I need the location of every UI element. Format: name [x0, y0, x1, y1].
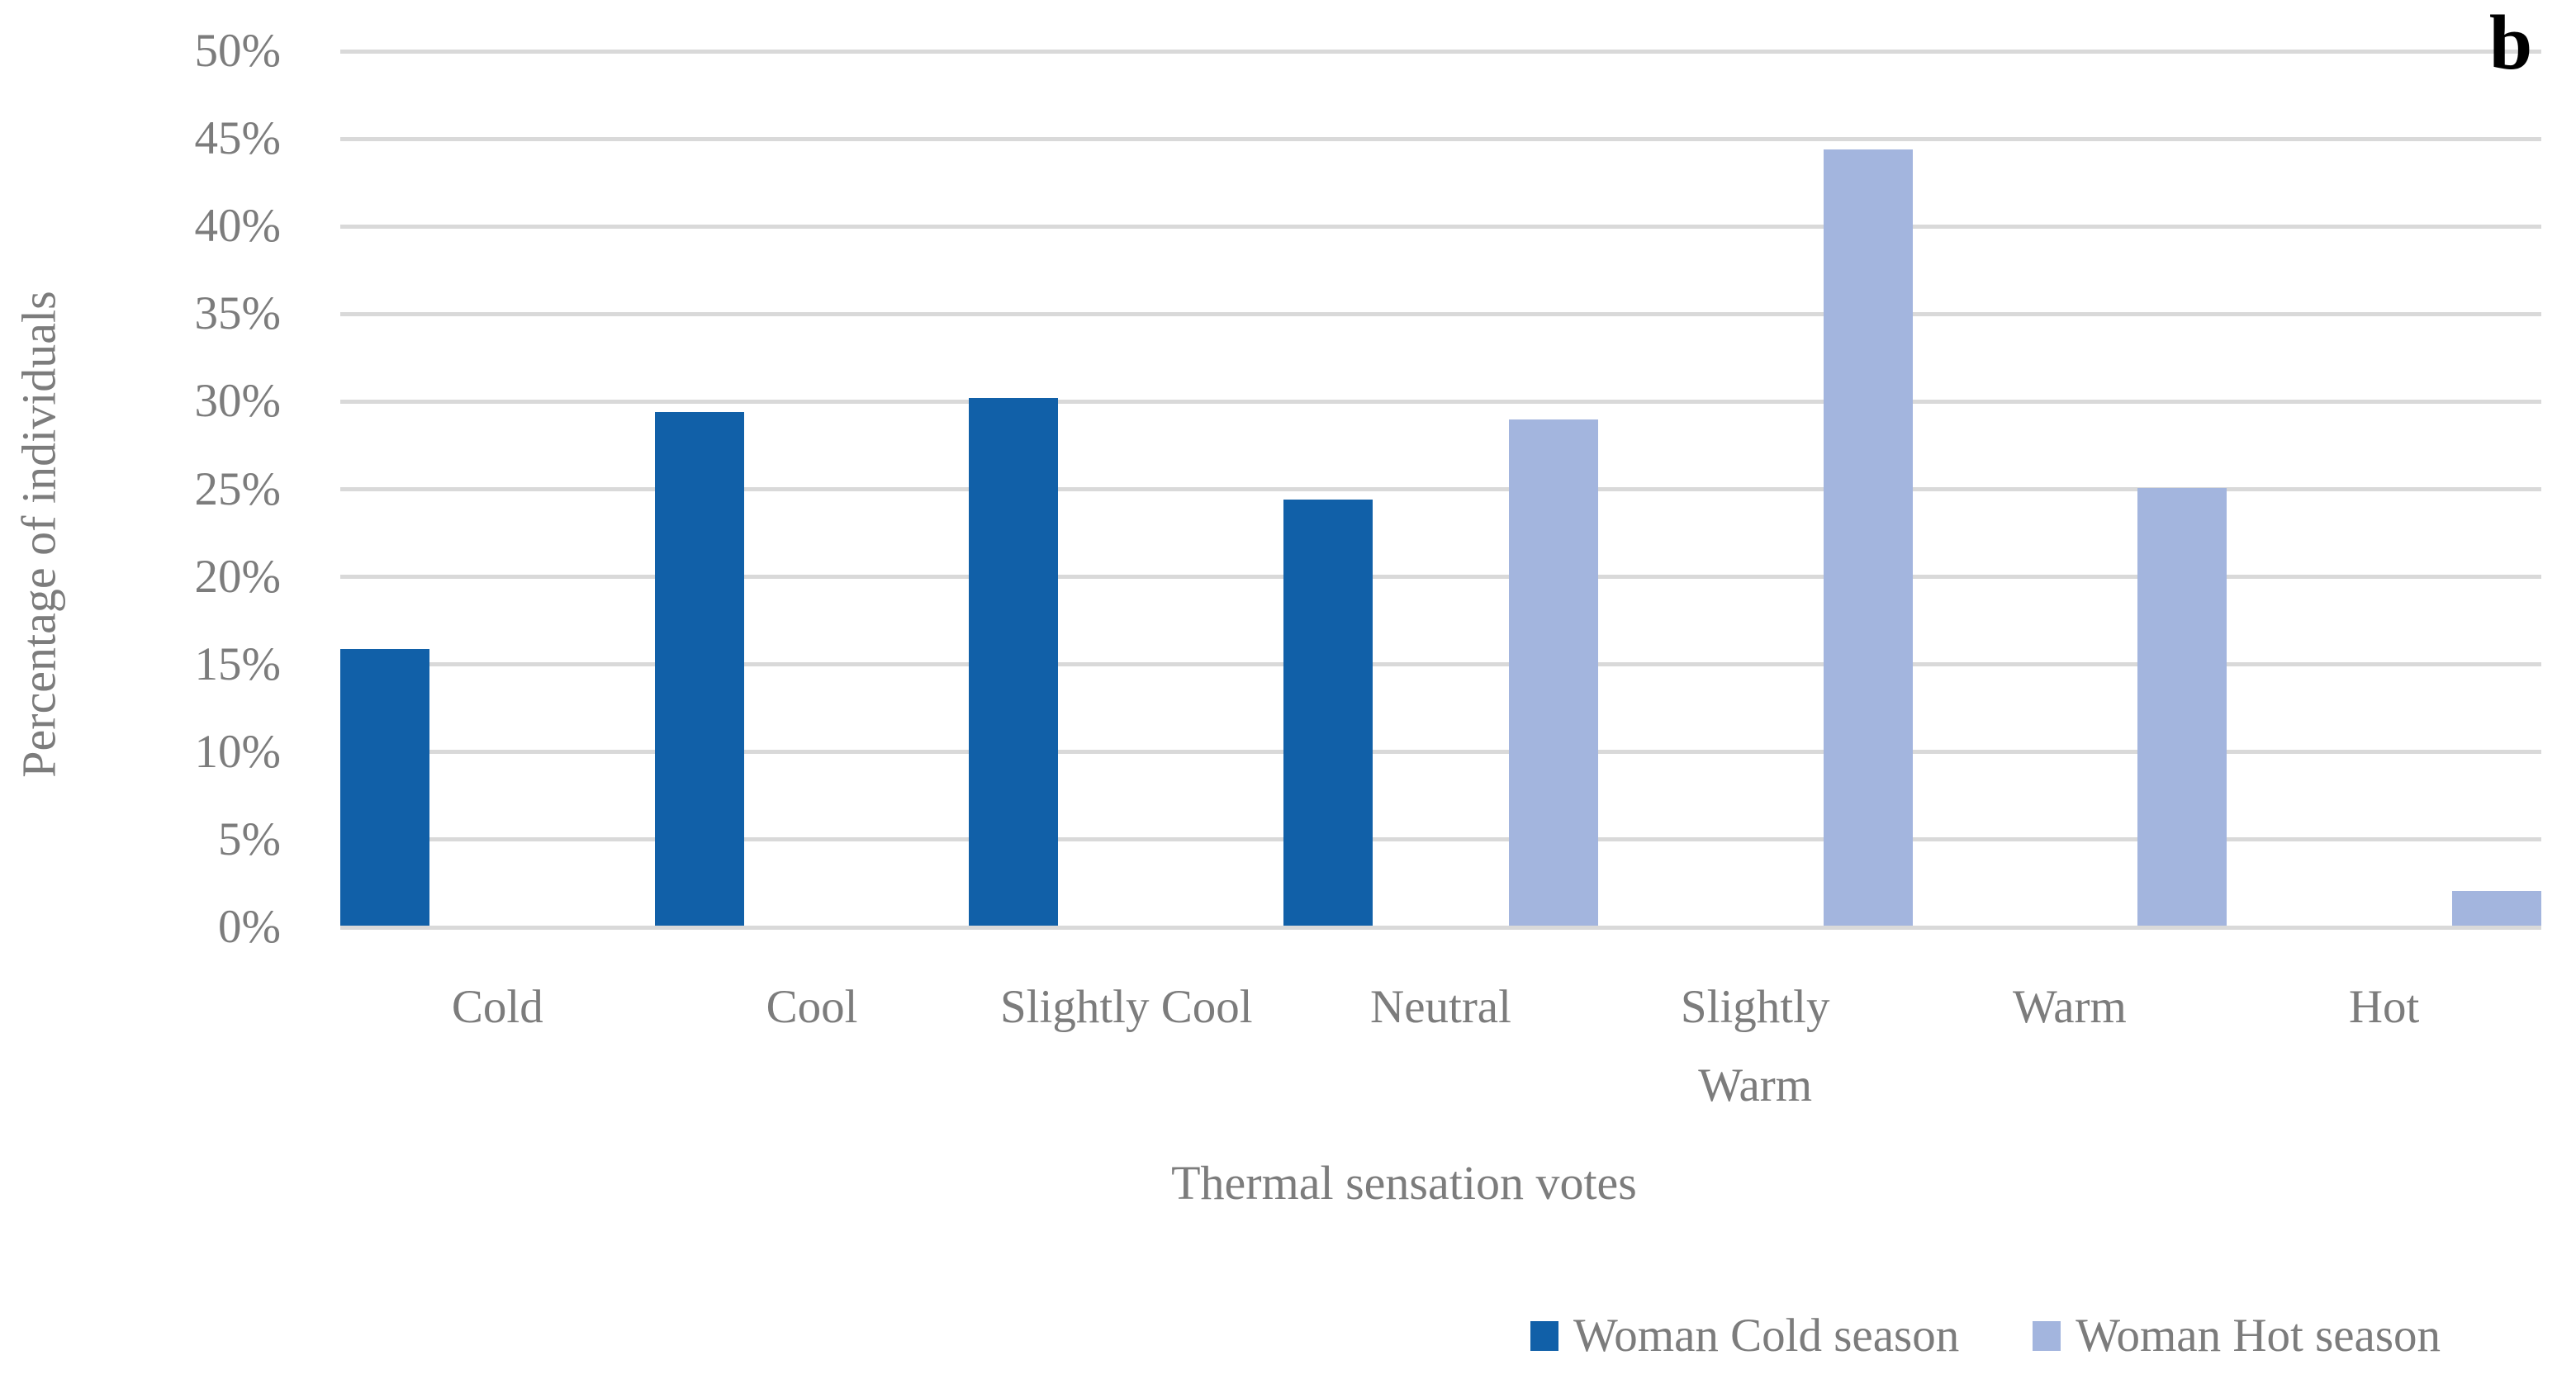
- legend-entry-woman-cold-season: Woman Cold season: [1530, 1309, 1959, 1362]
- y-axis-tick-label-5%: 5%: [218, 813, 281, 865]
- bar-woman-cold-season-cold: [340, 648, 429, 926]
- y-axis-tick-label-0%: 0%: [218, 901, 281, 953]
- legend-label-woman-cold-season: Woman Cold season: [1573, 1310, 1960, 1362]
- bar-woman-cold-season-neutral: [1283, 500, 1373, 926]
- gridline-30%: [340, 399, 2541, 404]
- y-axis-tick-label-45%: 45%: [194, 112, 281, 165]
- gridline-45%: [340, 136, 2541, 141]
- gridline-40%: [340, 224, 2541, 229]
- bar-woman-hot-season-slightly-warm: [1823, 149, 1913, 926]
- bar-woman-cold-season-cool: [654, 412, 744, 926]
- gridline-15%: [340, 662, 2541, 667]
- x-axis-title: Thermal sensation votes: [1171, 1156, 1637, 1210]
- gridline-25%: [340, 487, 2541, 491]
- y-axis-tick-label-10%: 10%: [194, 725, 281, 778]
- legend-entry-woman-hot-season: Woman Hot season: [2033, 1309, 2441, 1362]
- y-axis-tick-label-30%: 30%: [194, 375, 281, 428]
- y-axis-tick-label-50%: 50%: [194, 25, 281, 77]
- legend-label-woman-hot-season: Woman Hot season: [2076, 1310, 2441, 1362]
- x-axis-label-warm: Warm: [2012, 981, 2127, 1033]
- bar-woman-hot-season-warm: [2137, 487, 2227, 926]
- x-axis-label-cool: Cool: [766, 981, 858, 1033]
- gridline-20%: [340, 575, 2541, 580]
- y-axis-tick-label-15%: 15%: [194, 637, 281, 690]
- bar-woman-hot-season-neutral: [1508, 419, 1598, 926]
- y-axis-title: Percentage of individuals: [12, 291, 66, 778]
- bar-woman-hot-season-hot: [2452, 890, 2541, 926]
- panel-label: b: [2488, 0, 2533, 86]
- x-axis-label-neutral: Neutral: [1370, 981, 1511, 1033]
- y-axis-tick-label-35%: 35%: [194, 287, 281, 340]
- y-axis-tick-label-40%: 40%: [194, 200, 281, 253]
- gridline-0%: [340, 925, 2541, 930]
- y-axis-tick-label-20%: 20%: [194, 550, 281, 603]
- x-axis-label-cold: Cold: [451, 981, 543, 1033]
- gridline-35%: [340, 311, 2541, 316]
- legend-swatch-woman-hot-season: [2033, 1320, 2061, 1351]
- plot-area: [340, 49, 2541, 930]
- y-axis-tick-label-25%: 25%: [194, 462, 281, 515]
- bar-woman-cold-season-slightly-cool: [969, 398, 1059, 926]
- gridline-10%: [340, 750, 2541, 755]
- x-axis-label-slightly-warm: Slightly Warm: [1680, 981, 1830, 1111]
- gridline-5%: [340, 837, 2541, 842]
- legend: Woman Cold season Woman Hot season: [1530, 1309, 2441, 1362]
- x-axis-label-slightly-cool: Slightly Cool: [999, 981, 1253, 1033]
- x-axis-label-hot: Hot: [2348, 981, 2420, 1033]
- legend-swatch-woman-cold-season: [1530, 1320, 1558, 1351]
- gridline-50%: [340, 49, 2541, 54]
